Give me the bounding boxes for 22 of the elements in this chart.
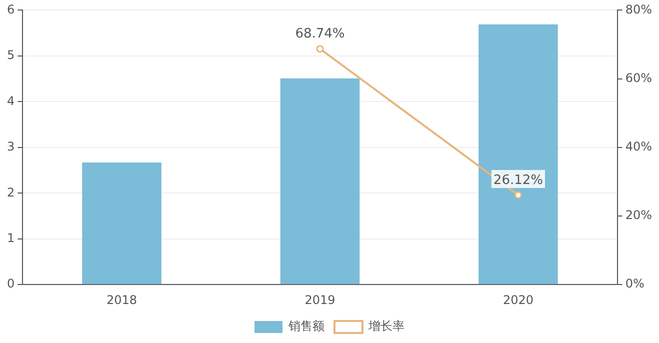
y-tick-label: 6 <box>6 2 15 16</box>
y-tick-label: 1 <box>6 230 15 245</box>
data-label: 68.74% <box>295 26 345 42</box>
y-tick-label: 3 <box>6 140 15 154</box>
legend-label: 增长率 <box>368 319 404 334</box>
x-tick-label: 2020 <box>502 292 534 307</box>
bar <box>82 162 162 284</box>
x-tick-label: 2019 <box>304 292 336 307</box>
y-tick-label: 0 <box>6 276 15 291</box>
y2-tick-label: 40% <box>625 140 652 154</box>
y2-tick-label: 0% <box>625 276 644 291</box>
y2-tick-label: 60% <box>625 70 652 85</box>
data-label: 26.12% <box>493 172 543 188</box>
bar <box>280 78 360 284</box>
bar <box>478 24 558 284</box>
y-tick-label: 2 <box>6 185 15 200</box>
y2-tick-label: 20% <box>625 208 652 222</box>
legend-label: 销售额 <box>288 319 324 334</box>
y-tick-label: 4 <box>6 94 15 108</box>
y2-tick-label: 80% <box>625 2 652 16</box>
x-tick-label: 2018 <box>106 292 138 307</box>
y-tick-label: 5 <box>6 48 15 62</box>
